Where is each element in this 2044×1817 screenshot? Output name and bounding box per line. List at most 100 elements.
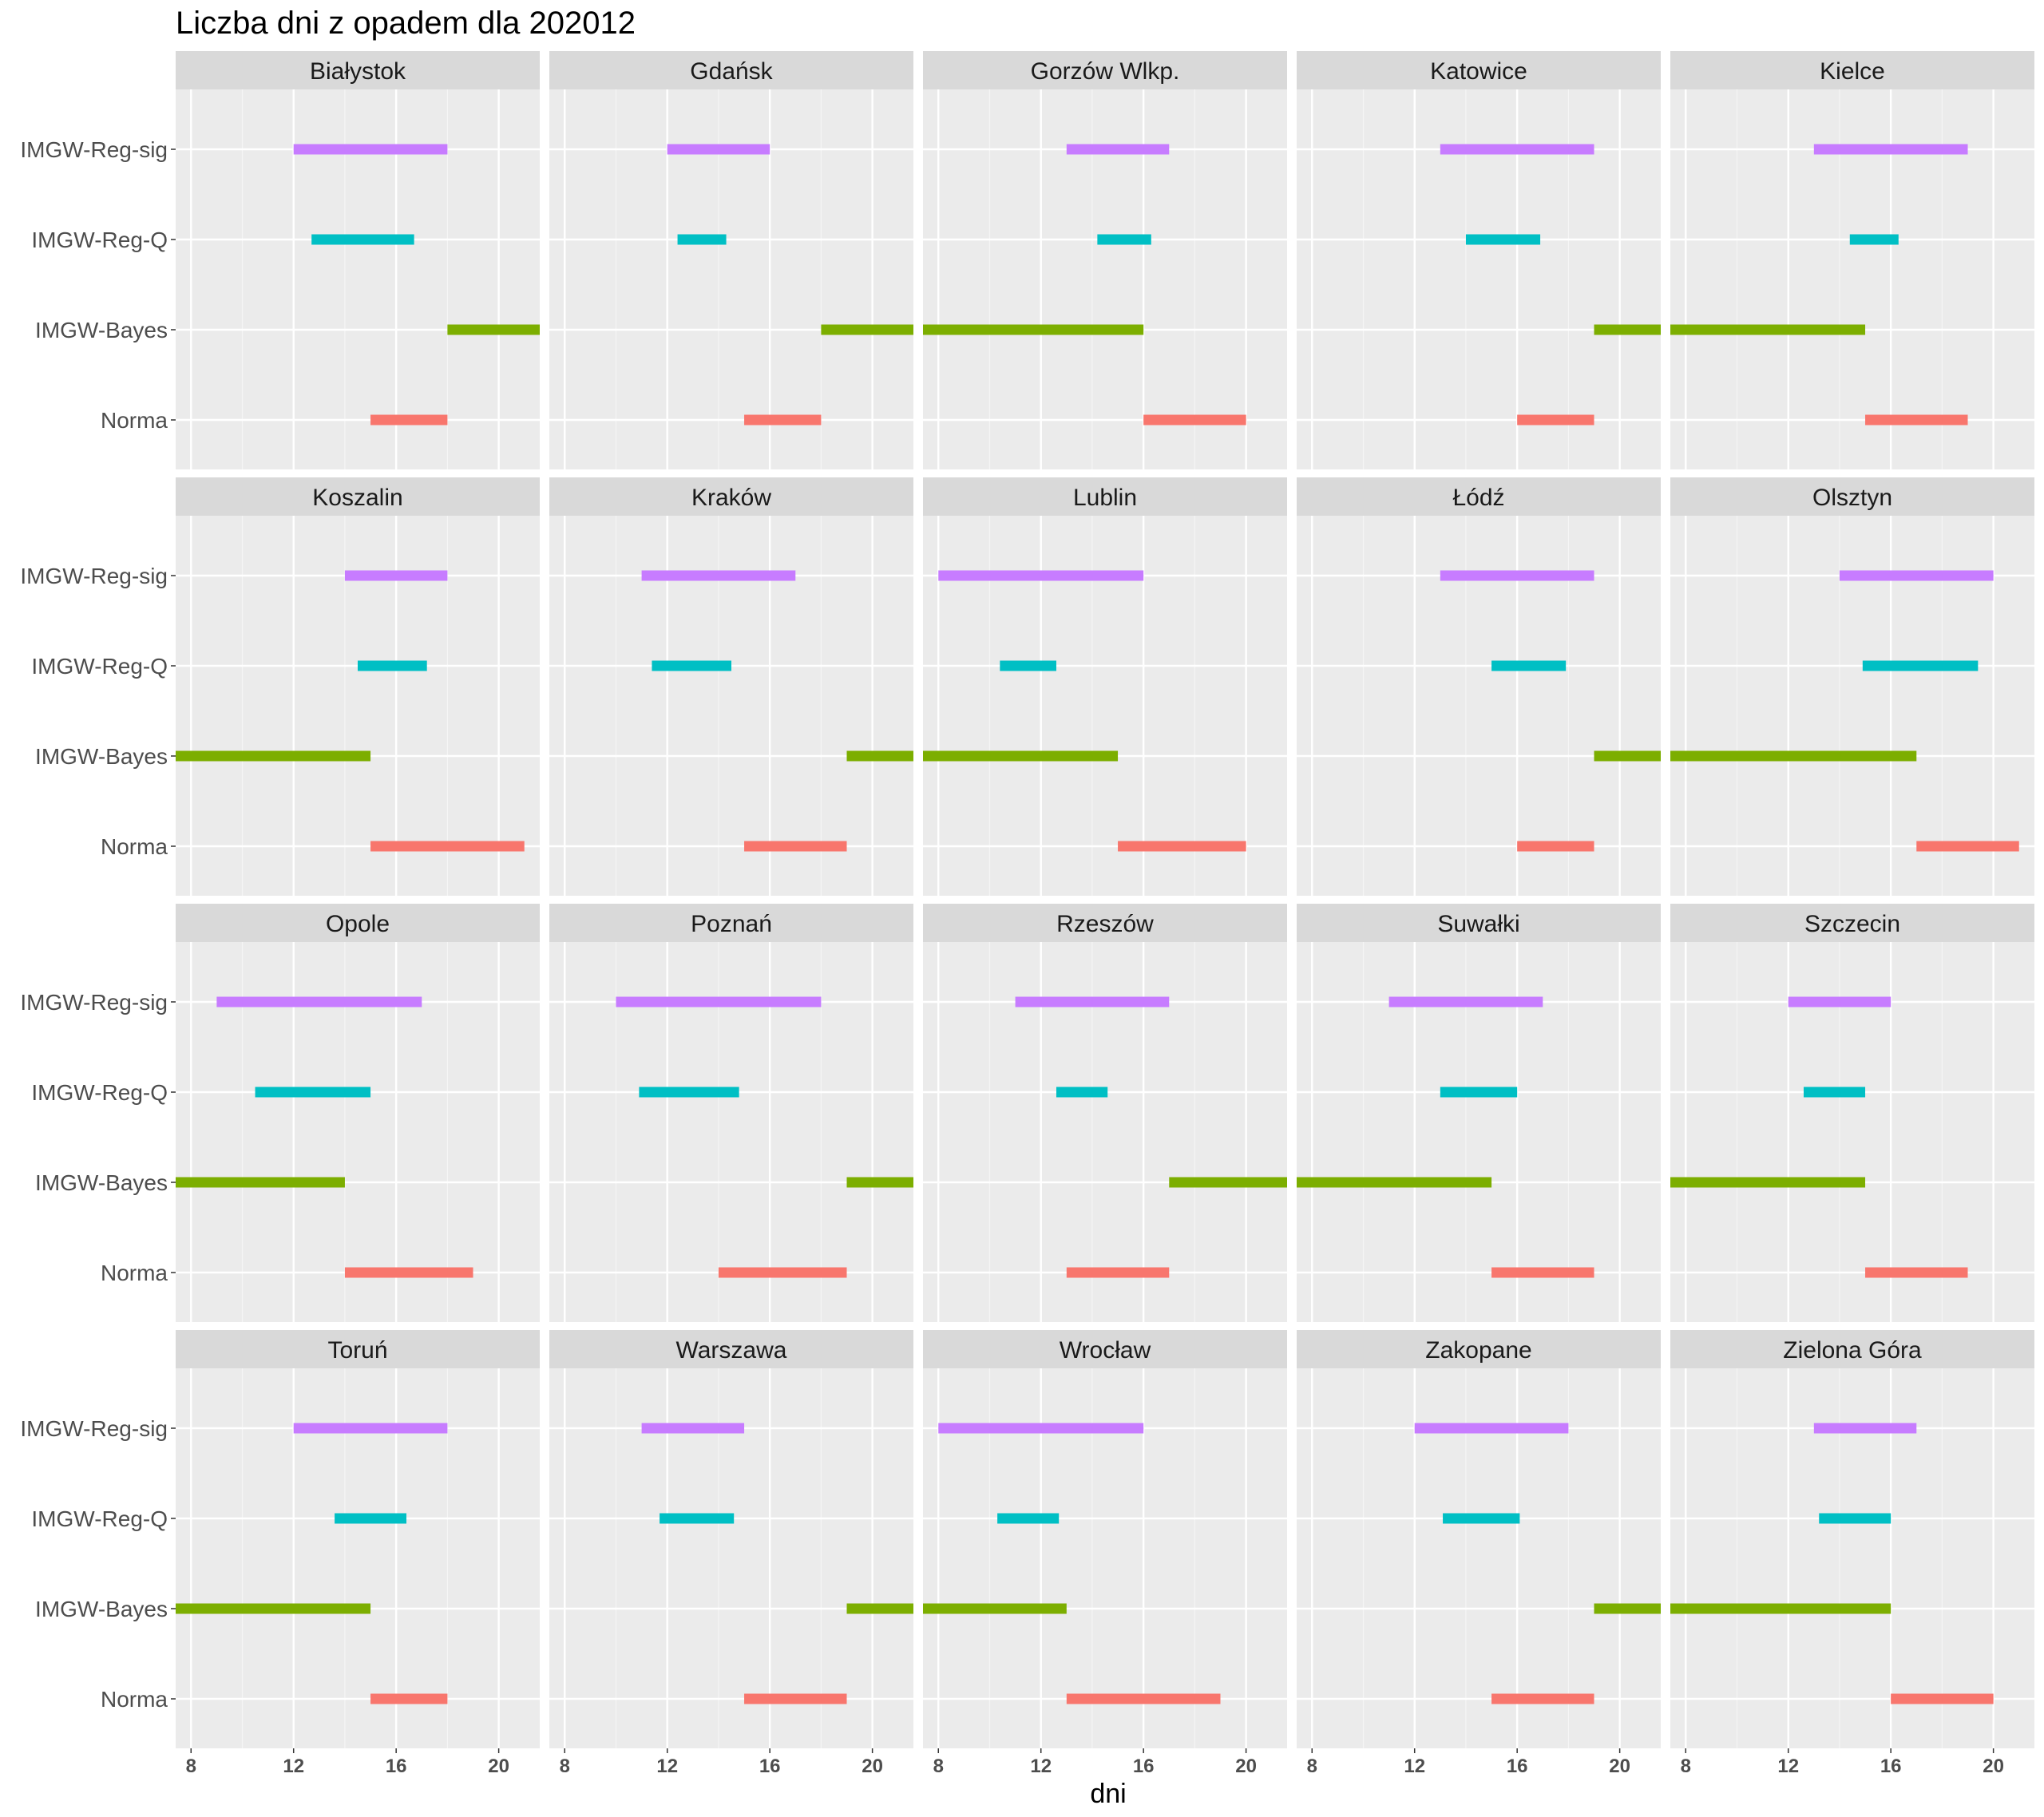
facet-strip-wroclaw xyxy=(923,1330,1287,1368)
x-tick-label: 8 xyxy=(1307,1756,1317,1777)
x-tick-label: 20 xyxy=(862,1756,883,1777)
x-tick-label: 12 xyxy=(1404,1756,1425,1777)
y-tick-label: IMGW-Reg-Q xyxy=(31,654,168,679)
y-tick-label: IMGW-Reg-Q xyxy=(31,1506,168,1531)
facet-title-poznan: Poznań xyxy=(691,911,772,937)
x-tick-label: 16 xyxy=(386,1756,407,1777)
range-bar-imgw-reg-q-rzeszow xyxy=(1056,1087,1108,1098)
facet-strip-zielona-gora xyxy=(1670,1330,2034,1368)
x-tick-label: 8 xyxy=(1681,1756,1691,1777)
facet-strip-lublin xyxy=(923,477,1287,516)
y-tick-label: Norma xyxy=(101,408,168,433)
range-bar-imgw-bayes-wroclaw xyxy=(923,1603,1067,1614)
range-bar-norma-bialystok xyxy=(370,414,448,426)
range-bar-norma-katowice xyxy=(1517,414,1594,426)
range-bar-imgw-bayes-bialystok xyxy=(447,324,540,335)
range-bar-imgw-reg-sig-krakow xyxy=(641,570,796,581)
x-tick-label: 16 xyxy=(1133,1756,1155,1777)
range-bar-imgw-reg-q-poznan xyxy=(639,1087,739,1098)
x-tick-label: 8 xyxy=(560,1756,570,1777)
facet-koszalin: Koszalin IMGW-Reg-sig IMGW-Reg-Q IMGW-Bayes… xyxy=(20,477,540,896)
facet-bialystok: Białystok IMGW-Reg-sig IMGW-Reg-Q IMGW-Baye… xyxy=(20,51,540,469)
range-bar-norma-poznan xyxy=(718,1267,847,1278)
range-bar-imgw-bayes-kielce xyxy=(1670,324,1866,335)
x-tick-label: 12 xyxy=(1030,1756,1052,1777)
range-bar-norma-rzeszow xyxy=(1066,1267,1170,1278)
range-bar-norma-lodz xyxy=(1517,841,1594,852)
x-tick-label: 12 xyxy=(656,1756,678,1777)
x-tick-label: 8 xyxy=(933,1756,944,1777)
range-bar-imgw-bayes-lodz xyxy=(1594,750,1661,762)
facet-strip-zakopane xyxy=(1297,1330,1661,1368)
facet-title-kielce: Kielce xyxy=(1820,58,1885,85)
range-bar-imgw-bayes-lublin xyxy=(923,750,1119,762)
range-bar-imgw-bayes-opole xyxy=(176,1177,345,1188)
y-tick-label: IMGW-Reg-sig xyxy=(20,564,168,588)
facet-title-zielona-gora: Zielona Góra xyxy=(1783,1337,1922,1364)
range-bar-imgw-reg-q-warszawa xyxy=(660,1513,735,1524)
y-tick-label: IMGW-Bayes xyxy=(35,744,168,769)
range-bar-imgw-bayes-olsztyn xyxy=(1670,750,1917,762)
facet-title-koszalin: Koszalin xyxy=(312,485,402,511)
facet-olsztyn: Olsztyn xyxy=(1670,477,2034,896)
range-bar-imgw-reg-sig-koszalin xyxy=(344,570,448,581)
y-tick-label: Norma xyxy=(101,1261,168,1285)
y-tick-label: Norma xyxy=(101,1687,168,1712)
facet-title-wroclaw: Wrocław xyxy=(1060,1337,1151,1364)
facet-strip-lodz xyxy=(1297,477,1661,516)
chart-title: Liczba dni z opadem dla 202012 xyxy=(176,6,636,41)
x-tick-label: 20 xyxy=(1983,1756,2004,1777)
facet-title-torun: Toruń xyxy=(327,1337,387,1364)
range-bar-imgw-bayes-zakopane xyxy=(1594,1603,1661,1614)
facet-strip-katowice xyxy=(1297,51,1661,89)
range-bar-imgw-bayes-poznan xyxy=(846,1177,913,1188)
facet-strip-gorzow-wlkp xyxy=(923,51,1287,89)
facet-strip-szczecin xyxy=(1670,904,2034,942)
range-bar-imgw-reg-sig-olsztyn xyxy=(1839,570,1994,581)
facet-title-rzeszow: Rzeszów xyxy=(1056,911,1154,937)
facet-strip-rzeszow xyxy=(923,904,1287,942)
x-tick-label: 16 xyxy=(759,1756,781,1777)
range-bar-imgw-reg-sig-lublin xyxy=(938,570,1144,581)
range-bar-norma-warszawa xyxy=(744,1693,847,1704)
facet-strip-warszawa xyxy=(549,1330,913,1368)
range-bar-imgw-reg-q-zielona-gora xyxy=(1819,1513,1891,1524)
x-tick-label: 12 xyxy=(1777,1756,1799,1777)
range-bar-imgw-reg-sig-katowice xyxy=(1440,144,1594,155)
y-tick-label: IMGW-Bayes xyxy=(35,1170,168,1195)
facet-strip-kielce xyxy=(1670,51,2034,89)
facet-strip-bialystok xyxy=(176,51,540,89)
range-bar-imgw-reg-q-lodz xyxy=(1491,660,1567,671)
facet-szczecin: Szczecin xyxy=(1670,904,2034,1322)
range-bar-norma-lublin xyxy=(1118,841,1246,852)
facet-title-lodz: Łódź xyxy=(1452,485,1504,511)
range-bar-norma-wroclaw xyxy=(1066,1693,1221,1704)
facet-rzeszow: Rzeszów xyxy=(923,904,1287,1322)
range-bar-imgw-reg-q-koszalin xyxy=(358,660,427,671)
range-bar-imgw-reg-sig-zakopane xyxy=(1414,1423,1569,1434)
range-bar-imgw-bayes-zielona-gora xyxy=(1670,1603,1891,1614)
y-tick-label: IMGW-Reg-sig xyxy=(20,137,168,162)
range-bar-imgw-reg-q-suwalki xyxy=(1440,1087,1518,1098)
range-bar-imgw-bayes-warszawa xyxy=(846,1603,913,1614)
range-bar-imgw-reg-q-zakopane xyxy=(1443,1513,1520,1524)
range-bar-imgw-bayes-gorzow-wlkp xyxy=(923,324,1144,335)
range-bar-imgw-reg-sig-zielona-gora xyxy=(1813,1423,1917,1434)
facet-strip-suwalki xyxy=(1297,904,1661,942)
x-tick-label: 16 xyxy=(1880,1756,1902,1777)
facet-torun: Toruń IMGW-Reg-sig IMGW-Reg-Q IMGW-Bayes Nor… xyxy=(20,1330,540,1777)
facet-poznan: Poznań xyxy=(549,904,913,1322)
range-bar-imgw-bayes-katowice xyxy=(1594,324,1661,335)
range-bar-imgw-bayes-szczecin xyxy=(1670,1177,1866,1188)
range-bar-imgw-reg-sig-poznan xyxy=(616,996,822,1007)
facet-opole: Opole IMGW-Reg-sig IMGW-Reg-Q IMGW-Bayes Nor… xyxy=(20,904,540,1322)
facet-strip-koszalin xyxy=(176,477,540,516)
range-bar-imgw-bayes-torun xyxy=(176,1603,371,1614)
range-bar-imgw-reg-sig-gorzow-wlkp xyxy=(1066,144,1170,155)
y-tick-label: IMGW-Reg-Q xyxy=(31,228,168,252)
range-bar-imgw-reg-q-kielce xyxy=(1849,234,1899,245)
range-bar-imgw-reg-sig-kielce xyxy=(1813,144,1968,155)
range-bar-imgw-reg-q-opole xyxy=(255,1087,371,1098)
range-bar-imgw-reg-sig-warszawa xyxy=(641,1423,745,1434)
